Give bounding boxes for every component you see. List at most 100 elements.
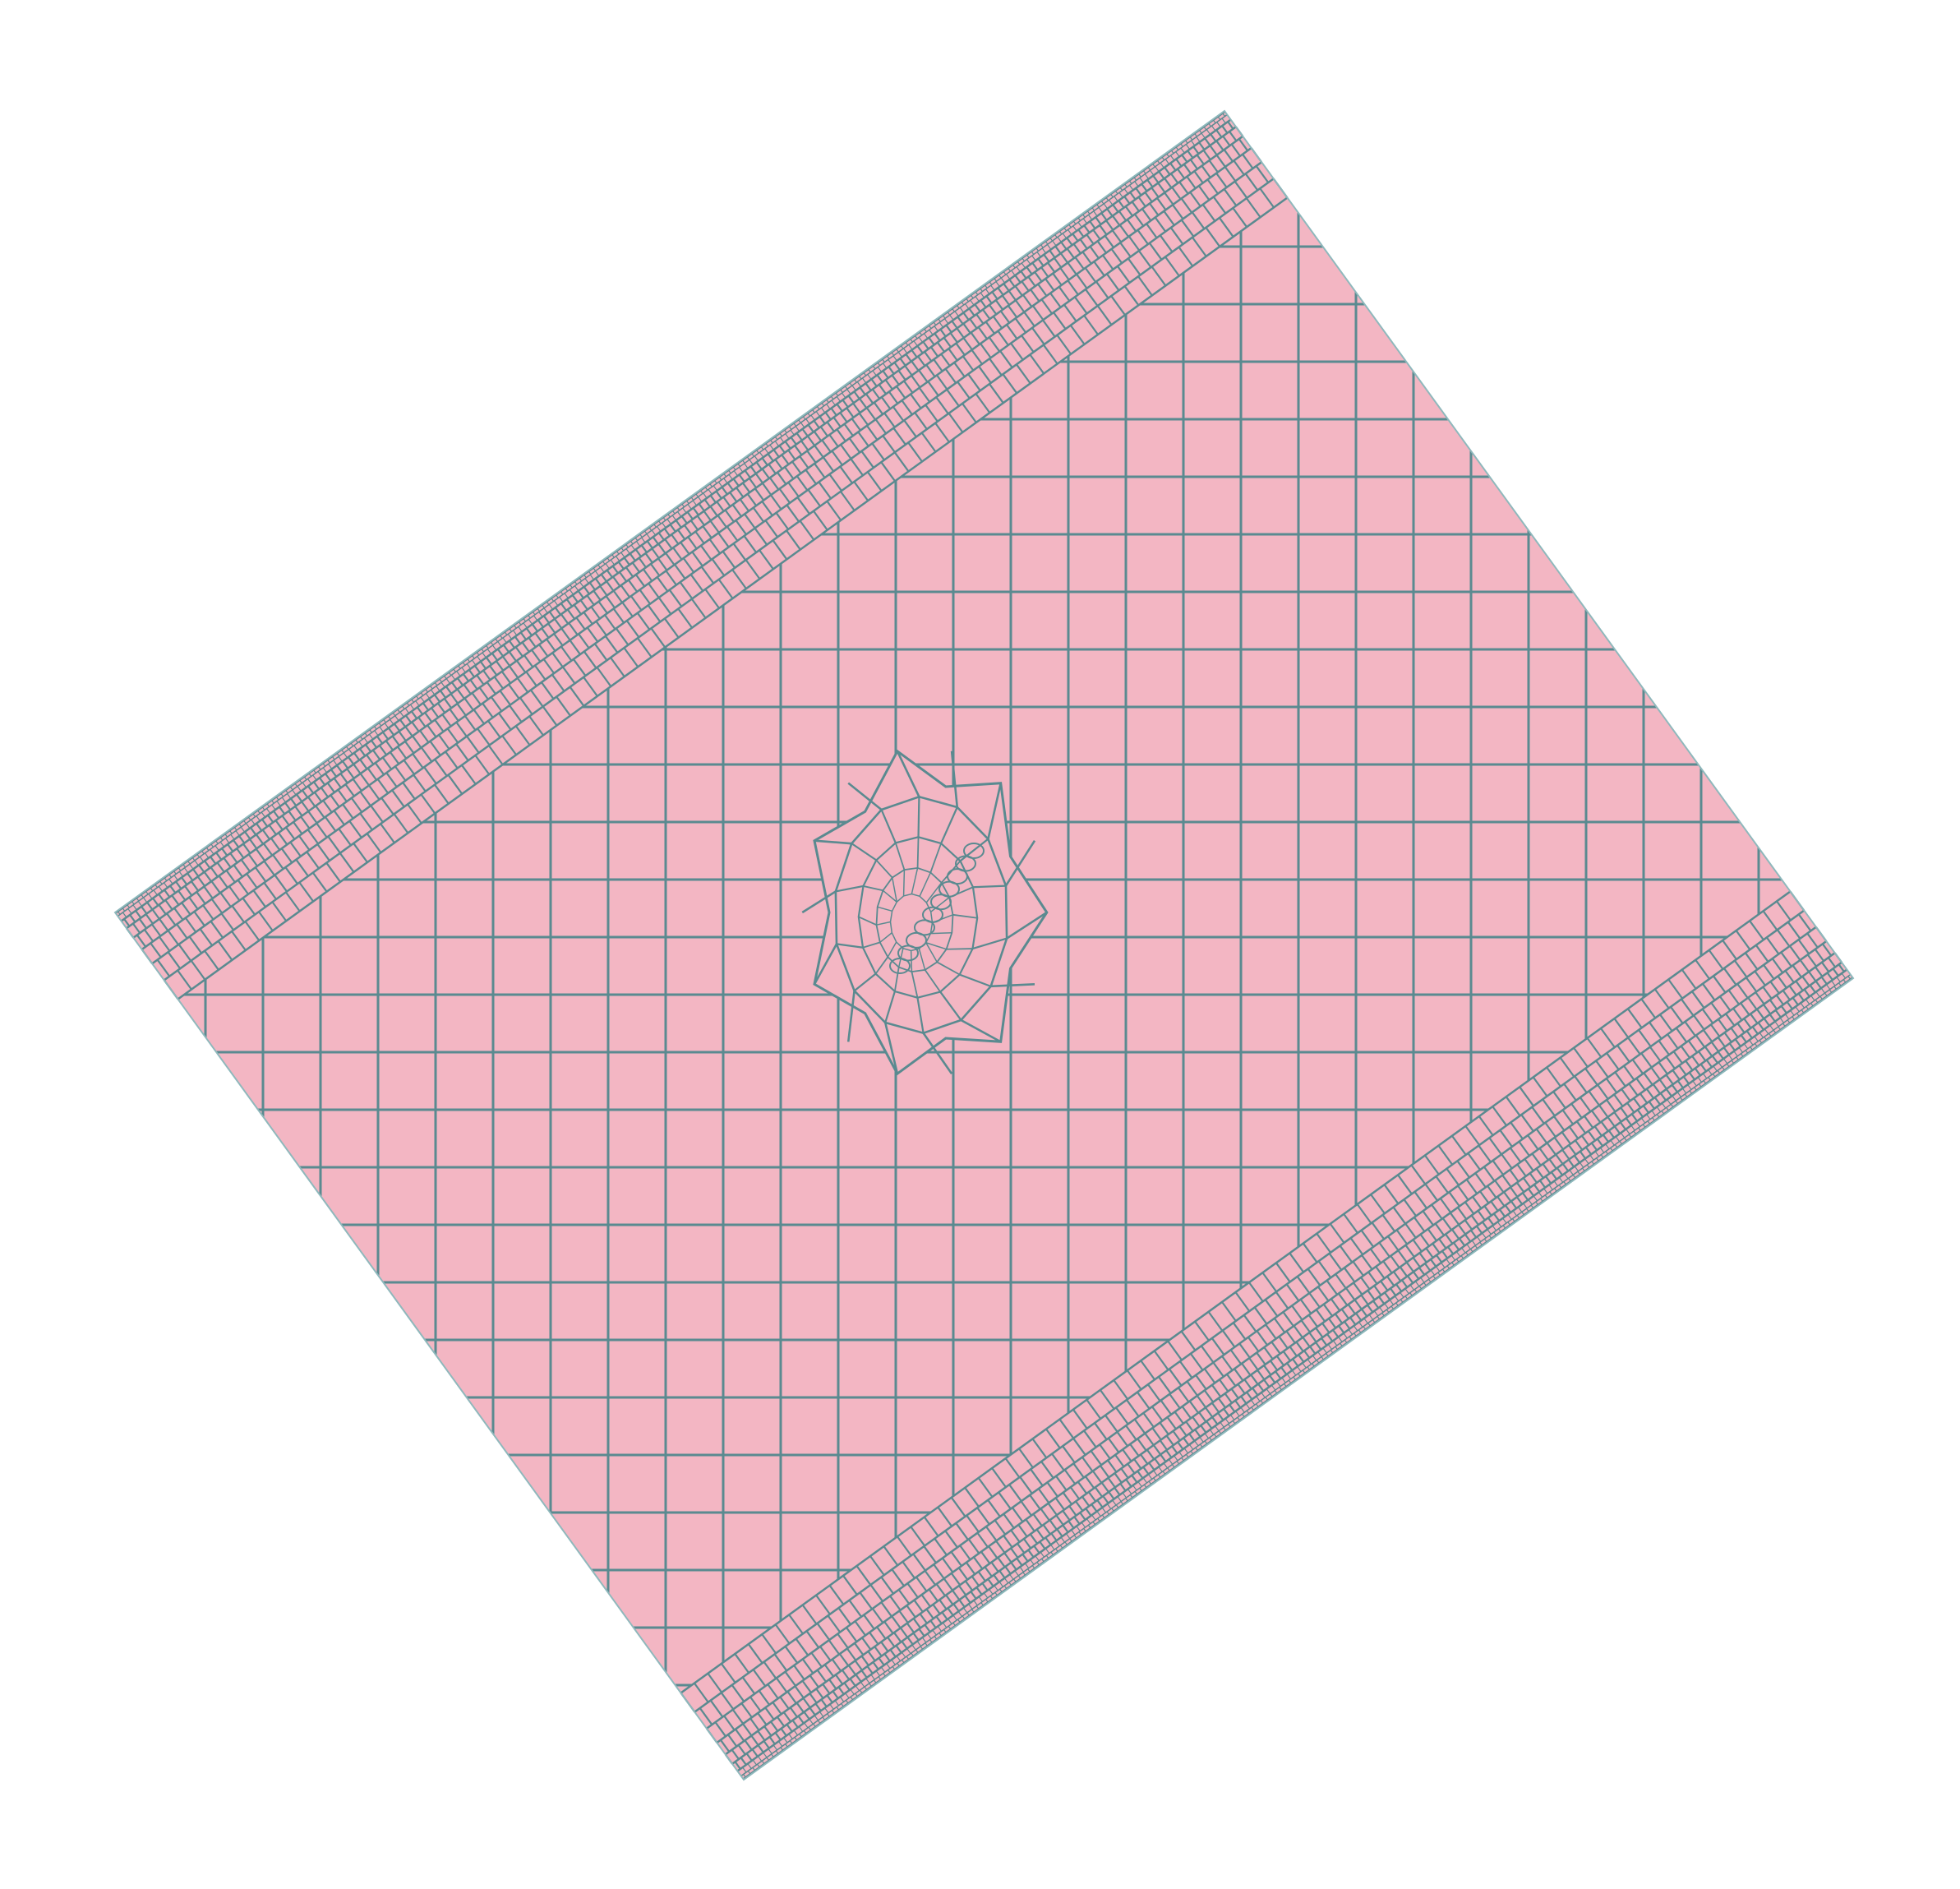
boundary-layer-top-cell-edge <box>1141 208 1152 222</box>
boundary-layer-bottom-cell-edge <box>1019 1476 1033 1494</box>
boundary-layer-top-cell-edge <box>677 529 686 540</box>
boundary-layer-top-cell-edge <box>1151 187 1160 198</box>
boundary-layer-bottom-cell-edge <box>1561 1109 1574 1125</box>
boundary-layer-bottom-cell-edge <box>861 1637 872 1651</box>
boundary-layer-bottom-cell-edge <box>1316 1360 1320 1364</box>
boundary-layer-bottom-cell-edge <box>1598 1104 1609 1118</box>
boundary-layer-top-cell-edge <box>1119 242 1132 258</box>
boundary-layer-bottom-cell-edge <box>1298 1373 1301 1377</box>
boundary-layer-top-cell-edge <box>911 375 921 388</box>
boundary-layer-bottom-cell-edge <box>743 1774 746 1778</box>
boundary-layer-bottom-cell-edge <box>1009 1573 1014 1580</box>
boundary-layer-top-cell-edge <box>220 912 235 931</box>
boundary-layer-bottom-cell-edge <box>1520 1114 1534 1132</box>
boundary-layer-bottom-cell-edge <box>1414 1217 1426 1232</box>
boundary-layer-bottom-cell-edge <box>1285 1330 1296 1344</box>
boundary-layer-top-cell-edge <box>145 913 154 925</box>
boundary-layer-bottom-cell-edge <box>1722 1046 1730 1055</box>
boundary-layer-top-cell-edge <box>164 882 168 889</box>
boundary-layer-top-cell-edge <box>985 295 993 304</box>
boundary-layer-top-cell-edge <box>634 574 646 587</box>
boundary-layer-top-cell-edge <box>350 742 354 746</box>
boundary-layer-bottom-cell-edge <box>1056 1528 1063 1537</box>
boundary-layer-top-cell-edge <box>888 366 895 375</box>
boundary-layer-top-cell-edge <box>946 389 960 407</box>
boundary-layer-top-cell-edge <box>187 872 194 881</box>
boundary-layer-bottom-cell-edge <box>1375 1266 1386 1279</box>
boundary-layer-top-cell-edge <box>1052 272 1063 286</box>
boundary-layer-top-cell-edge <box>404 726 413 737</box>
boundary-layer-bottom-cell-edge <box>720 1692 735 1710</box>
boundary-layer-bottom-cell-edge <box>1569 1169 1574 1175</box>
boundary-layer-top-cell-edge <box>579 578 583 582</box>
boundary-layer-top-cell-edge <box>1169 227 1184 245</box>
boundary-layer-top-cell-edge <box>721 486 728 495</box>
boundary-layer-bottom-cell-edge <box>1386 1309 1390 1313</box>
boundary-layer-top-cell-edge <box>1086 233 1095 245</box>
boundary-layer-top-cell-edge <box>270 838 281 851</box>
boundary-layer-bottom-cell-edge <box>1126 1399 1140 1417</box>
boundary-layer-top-cell-edge <box>882 435 896 453</box>
boundary-layer-top-cell-edge <box>677 511 682 517</box>
boundary-layer-bottom-cell-edge <box>1665 1088 1672 1097</box>
boundary-layer-top-cell-edge <box>1189 192 1201 207</box>
boundary-layer-bottom-cell-edge <box>941 1557 954 1573</box>
boundary-layer-top-cell-edge <box>800 422 805 428</box>
boundary-layer-bottom-cell-edge <box>878 1657 885 1666</box>
boundary-layer-bottom-cell-edge <box>1681 1088 1687 1094</box>
boundary-layer-bottom-cell-edge <box>1586 1037 1603 1058</box>
boundary-layer-top-cell-edge <box>952 308 955 312</box>
boundary-layer-top-cell-edge <box>907 441 923 463</box>
boundary-layer-top-cell-edge <box>779 432 783 437</box>
boundary-layer-bottom-cell-edge <box>1389 1299 1394 1305</box>
boundary-layer-top-cell-edge <box>994 299 1004 311</box>
boundary-layer-top-cell-edge <box>410 704 415 710</box>
boundary-layer-top-cell-edge <box>514 635 521 644</box>
boundary-layer-top-cell-edge <box>625 566 634 578</box>
boundary-layer-bottom-cell-edge <box>1523 1203 1528 1209</box>
boundary-layer-top-cell-edge <box>188 896 199 910</box>
boundary-layer-bottom-cell-edge <box>1020 1500 1032 1517</box>
boundary-layer-top-cell-edge <box>276 801 281 806</box>
boundary-layer-top-cell-edge <box>336 764 344 774</box>
boundary-layer-bottom-cell-edge <box>1250 1399 1256 1406</box>
boundary-layer-top-cell-edge <box>1118 224 1130 238</box>
boundary-layer-top-cell-edge <box>490 696 503 712</box>
boundary-layer-top-cell-edge <box>728 469 731 474</box>
boundary-layer-bottom-cell-edge <box>968 1604 973 1610</box>
boundary-layer-top-cell-edge <box>315 805 325 819</box>
boundary-layer-bottom-cell-edge <box>1253 1306 1268 1325</box>
boundary-layer-bottom-cell-edge <box>889 1595 902 1611</box>
boundary-layer-top-cell-edge <box>733 470 739 477</box>
boundary-layer-top-cell-edge <box>884 379 893 390</box>
boundary-layer-top-cell-edge <box>146 902 154 911</box>
boundary-layer-bottom-cell-edge <box>1588 1090 1600 1106</box>
boundary-layer-top-cell-edge <box>367 767 377 781</box>
boundary-layer-bottom-cell-edge <box>1487 1229 1492 1235</box>
boundary-layer-top-cell-edge <box>588 582 596 591</box>
boundary-layer-bottom-cell-edge <box>1754 1036 1759 1042</box>
boundary-layer-bottom-cell-edge <box>1165 1434 1174 1446</box>
boundary-layer-top-cell-edge <box>254 866 267 883</box>
boundary-layer-bottom-cell-edge <box>1810 1002 1814 1007</box>
boundary-layer-bottom-cell-edge <box>1234 1291 1251 1312</box>
boundary-layer-bottom-cell-edge <box>880 1666 886 1673</box>
boundary-layer-top-cell-edge <box>556 594 559 598</box>
boundary-layer-bottom-cell-edge <box>1223 1408 1230 1417</box>
boundary-layer-top-cell-edge <box>807 489 821 507</box>
boundary-layer-bottom-cell-edge <box>1457 1224 1467 1235</box>
boundary-layer-top-cell-edge <box>307 829 319 845</box>
boundary-layer-bottom-cell-edge <box>1206 1420 1213 1429</box>
boundary-layer-top-cell-edge <box>1049 292 1062 308</box>
boundary-layer-bottom-cell-edge <box>1575 1120 1587 1134</box>
boundary-layer-bottom-cell-edge <box>952 1622 956 1626</box>
boundary-layer-bottom-cell-edge <box>1795 980 1804 991</box>
boundary-layer-top-cell-edge <box>336 753 340 757</box>
boundary-layer-top-cell-edge <box>413 774 427 792</box>
boundary-layer-top-cell-edge <box>893 451 910 473</box>
boundary-layer-bottom-cell-edge <box>1659 1092 1667 1102</box>
boundary-layer-top-cell-edge <box>687 504 692 510</box>
boundary-layer-bottom-cell-edge <box>1711 1055 1718 1064</box>
boundary-layer-top-cell-edge <box>606 569 613 578</box>
